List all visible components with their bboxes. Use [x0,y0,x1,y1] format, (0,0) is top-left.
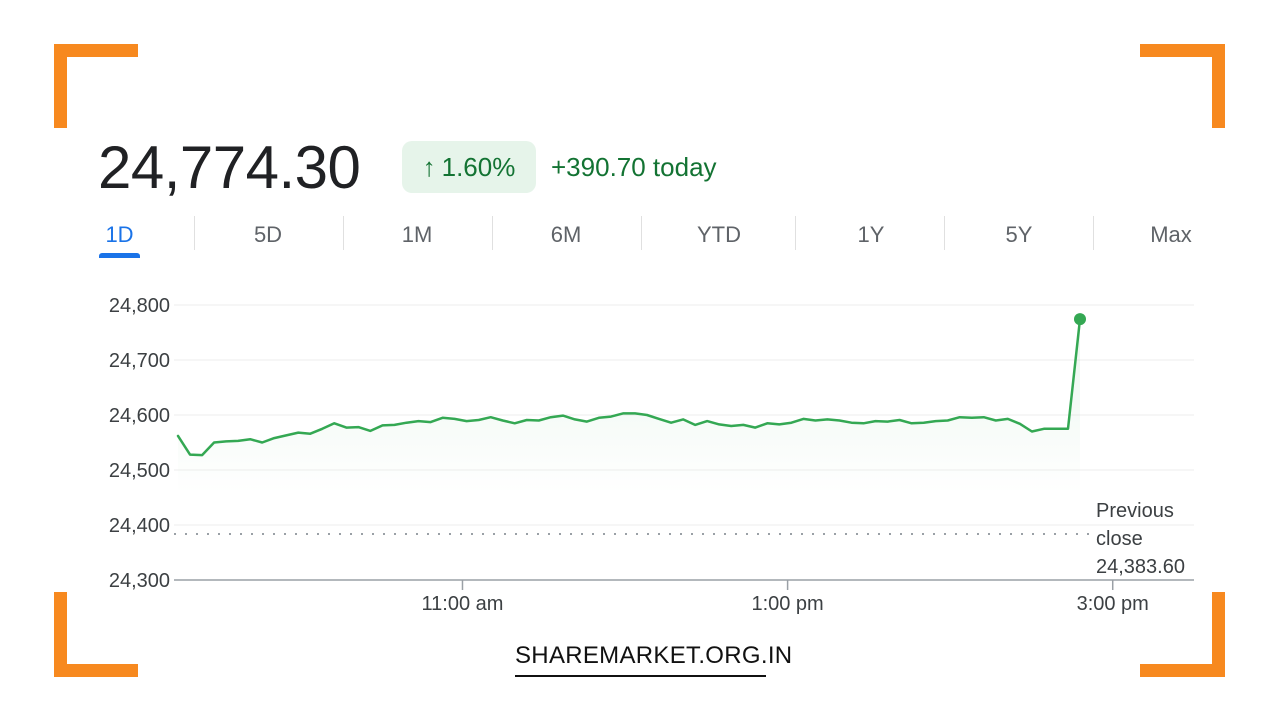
tab-separator [944,216,945,250]
active-tab-indicator [99,253,140,258]
change-percent: 1.60% [441,152,516,182]
range-tabs: 1D 5D 1M 6M YTD 1Y 5Y Max [0,218,1280,264]
tab-5y[interactable]: 5Y [1005,222,1033,247]
tab-1y[interactable]: 1Y [857,222,885,247]
y-tick-label: 24,300 [109,570,170,592]
y-tick-label: 24,500 [109,460,170,482]
previous-close-value: 24,383.60 [1096,556,1185,578]
previous-close-label-line-1: Previous [1096,500,1174,522]
y-tick-label: 24,600 [109,405,170,427]
y-tick-label: 24,700 [109,350,170,372]
current-price: 24,774.30 [98,134,361,201]
arrow-up-icon: ↑ [422,152,436,182]
corner-bracket-top-right-vertical [1212,44,1225,128]
x-axis: 11:00 am 1:00 pm 3:00 pm [422,580,1149,615]
tab-max[interactable]: Max [1150,222,1192,247]
corner-bracket-top-left [54,44,138,57]
tab-6m[interactable]: 6M [550,222,582,247]
y-tick-label: 24,400 [109,515,170,537]
corner-bracket-bottom-left [54,664,138,677]
tab-5d[interactable]: 5D [253,222,283,247]
brand-underline [515,675,766,677]
tab-separator [492,216,493,250]
corner-bracket-bottom-right [1140,664,1225,677]
last-price-point [1074,313,1086,326]
tab-separator [343,216,344,250]
x-tick-label: 1:00 pm [751,593,823,615]
tab-separator [194,216,195,250]
corner-bracket-bottom-left-vertical [54,592,67,677]
change-today: +390.70 today [551,152,717,182]
previous-close-label-line-2: close [1096,528,1143,550]
tab-separator [1093,216,1094,250]
tab-separator [641,216,642,250]
brand-watermark: SHAREMARKET.ORG.IN [515,642,793,669]
y-axis: 24,800 24,700 24,600 24,500 24,400 24,300 [109,295,170,592]
price-area-fill [178,319,1080,495]
corner-bracket-top-right [1140,44,1225,57]
price-series-line [176,317,1082,457]
x-tick-label: 11:00 am [422,593,504,615]
tab-1m[interactable]: 1M [401,222,433,247]
previous-close-label: Previous close 24,383.60 [1096,500,1185,578]
tab-1d[interactable]: 1D [105,222,134,247]
x-tick-label: 3:00 pm [1077,593,1149,615]
tab-ytd[interactable]: YTD [697,222,741,247]
corner-bracket-top-left-vertical [54,44,67,128]
corner-bracket-bottom-right-vertical [1212,592,1225,677]
change-percent-badge: ↑ 1.60% [402,141,536,193]
tab-separator [795,216,796,250]
y-tick-label: 24,800 [109,295,170,317]
